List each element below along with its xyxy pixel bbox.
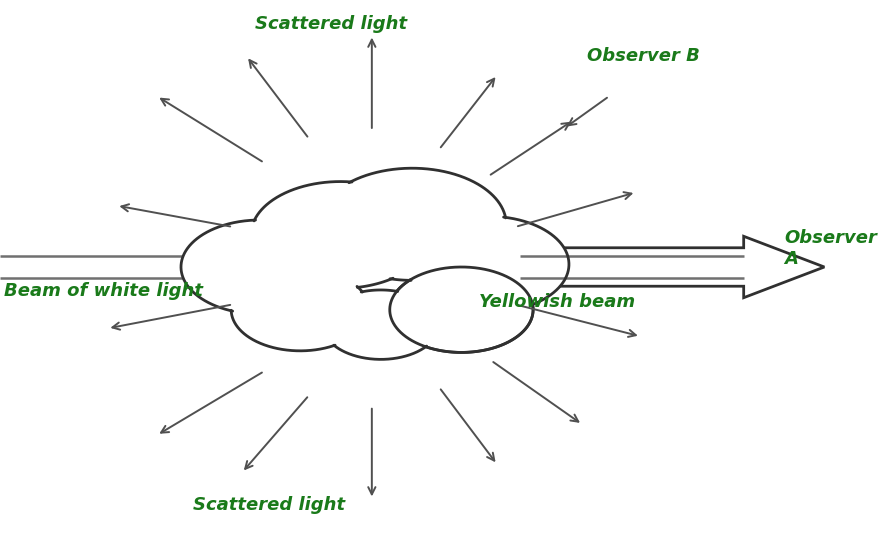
Text: Scattered light: Scattered light [255,15,408,33]
Circle shape [390,267,533,352]
Text: Yellowish beam: Yellowish beam [479,293,635,311]
Circle shape [323,290,439,359]
Text: Observer B: Observer B [587,47,700,65]
Text: Beam of white light: Beam of white light [4,282,203,300]
Circle shape [231,269,369,351]
Text: Observer
A: Observer A [784,229,877,268]
Circle shape [181,220,339,314]
Circle shape [318,168,506,280]
Text: Scattered light: Scattered light [193,496,345,514]
Circle shape [408,216,569,312]
Polygon shape [520,236,824,297]
Circle shape [251,182,430,288]
